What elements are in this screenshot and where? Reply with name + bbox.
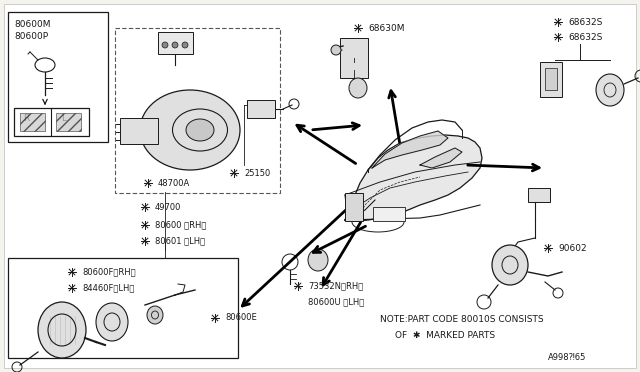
Text: 84460F〈LH〉: 84460F〈LH〉 [82, 283, 134, 292]
Ellipse shape [492, 245, 528, 285]
FancyBboxPatch shape [4, 4, 636, 368]
Text: 68632S: 68632S [568, 32, 602, 42]
Ellipse shape [140, 90, 240, 170]
Ellipse shape [308, 249, 328, 271]
Text: 80600M: 80600M [14, 19, 51, 29]
Ellipse shape [186, 119, 214, 141]
Text: R: R [23, 113, 29, 122]
Ellipse shape [349, 78, 367, 98]
Polygon shape [372, 131, 448, 168]
FancyBboxPatch shape [340, 38, 368, 78]
Ellipse shape [147, 306, 163, 324]
Text: 80600 〈RH〉: 80600 〈RH〉 [155, 221, 206, 230]
FancyBboxPatch shape [8, 258, 238, 358]
Text: 80600P: 80600P [14, 32, 48, 41]
Text: OF  ✱  MARKED PARTS: OF ✱ MARKED PARTS [395, 331, 495, 340]
Polygon shape [420, 148, 462, 168]
FancyBboxPatch shape [56, 113, 81, 131]
Text: 48700A: 48700A [158, 179, 190, 187]
Text: 80601 〈LH〉: 80601 〈LH〉 [155, 237, 205, 246]
FancyBboxPatch shape [545, 68, 557, 90]
FancyBboxPatch shape [14, 108, 89, 136]
FancyBboxPatch shape [158, 32, 193, 54]
Text: 73532N〈RH〉: 73532N〈RH〉 [308, 282, 364, 291]
FancyBboxPatch shape [528, 188, 550, 202]
Text: 90602: 90602 [558, 244, 587, 253]
FancyBboxPatch shape [120, 118, 158, 144]
Text: 68632S: 68632S [568, 17, 602, 26]
Text: 80600E: 80600E [225, 314, 257, 323]
Text: 49700: 49700 [155, 202, 181, 212]
FancyBboxPatch shape [8, 12, 108, 142]
Text: 80600U 〈LH〉: 80600U 〈LH〉 [308, 298, 364, 307]
Circle shape [331, 45, 341, 55]
Polygon shape [345, 135, 482, 221]
Ellipse shape [38, 302, 86, 358]
FancyBboxPatch shape [345, 193, 363, 221]
Text: 25150: 25150 [244, 169, 270, 177]
Text: 80600F〈RH〉: 80600F〈RH〉 [82, 267, 136, 276]
Text: NOTE:PART CODE 80010S CONSISTS: NOTE:PART CODE 80010S CONSISTS [380, 315, 543, 324]
Text: 68630M: 68630M [368, 23, 404, 32]
FancyBboxPatch shape [247, 100, 275, 118]
FancyBboxPatch shape [20, 113, 45, 131]
FancyBboxPatch shape [373, 207, 405, 221]
Ellipse shape [596, 74, 624, 106]
Text: A998⁈65: A998⁈65 [548, 353, 586, 362]
Circle shape [182, 42, 188, 48]
FancyBboxPatch shape [540, 62, 562, 97]
Text: L: L [61, 113, 67, 122]
Circle shape [162, 42, 168, 48]
Circle shape [172, 42, 178, 48]
Ellipse shape [96, 303, 128, 341]
